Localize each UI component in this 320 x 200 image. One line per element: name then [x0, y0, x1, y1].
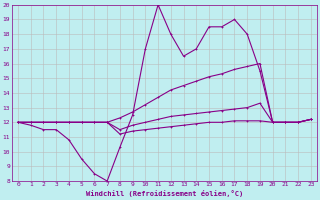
- X-axis label: Windchill (Refroidissement éolien,°C): Windchill (Refroidissement éolien,°C): [86, 190, 243, 197]
